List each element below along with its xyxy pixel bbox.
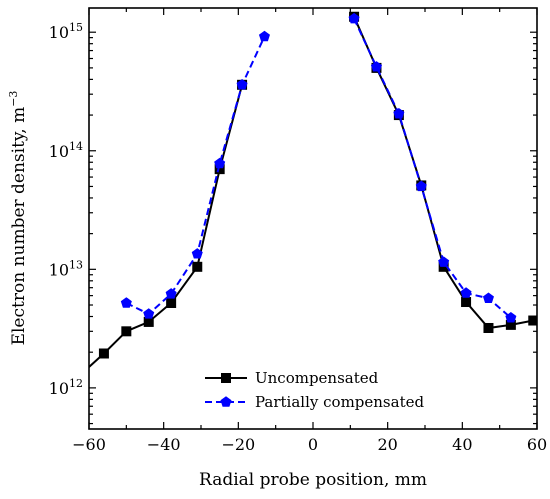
data-point-square <box>166 297 177 308</box>
data-point-pentagon <box>482 292 494 303</box>
axis-ticks <box>88 8 538 429</box>
series-layer <box>89 11 537 368</box>
x-tick-label: 60 <box>527 435 547 454</box>
series-uncompensated <box>89 11 537 368</box>
x-tick-label: −60 <box>72 435 106 454</box>
data-point-square <box>192 261 203 272</box>
legend-label: Partially compensated <box>255 393 424 411</box>
series-line <box>89 84 244 368</box>
x-tick-label: 20 <box>377 435 397 454</box>
data-point-square <box>528 315 537 326</box>
x-tick-label: −40 <box>147 435 181 454</box>
plot-frame <box>88 7 538 430</box>
data-point-square <box>461 297 472 308</box>
data-point-pentagon <box>393 108 405 119</box>
legend-marker <box>221 373 231 383</box>
y-tick-label: 1014 <box>49 140 83 161</box>
x-axis-label: Radial probe position, mm <box>199 470 427 490</box>
data-point-square <box>483 322 494 333</box>
legend: Uncompensated Partially compensated <box>205 369 424 411</box>
data-point-square <box>505 319 516 330</box>
data-point-pentagon <box>415 180 427 192</box>
x-tick-label: 0 <box>308 435 318 454</box>
data-point-pentagon <box>165 288 177 299</box>
data-point-square <box>143 316 154 327</box>
data-point-pentagon <box>460 287 472 298</box>
x-tick-label: −20 <box>221 435 255 454</box>
y-tick-label: 1013 <box>49 258 83 279</box>
data-point-pentagon <box>191 248 203 259</box>
data-point-pentagon <box>120 297 132 308</box>
series-line <box>353 18 512 319</box>
data-point-pentagon <box>143 308 155 319</box>
data-point-square <box>214 164 225 175</box>
data-point-pentagon <box>258 30 270 42</box>
data-point-pentagon <box>236 79 248 90</box>
data-point-pentagon <box>214 157 226 169</box>
data-point-pentagon <box>370 61 382 72</box>
x-tick-label: 40 <box>452 435 472 454</box>
y-axis-label-exponent: −3 <box>7 91 20 107</box>
series-line <box>125 36 266 316</box>
y-axis-label-main: Electron number density, m <box>9 107 29 346</box>
data-point-pentagon <box>348 12 360 24</box>
data-point-pentagon <box>505 312 517 323</box>
series-line <box>353 16 537 330</box>
legend-marker <box>220 396 232 407</box>
legend-label: Uncompensated <box>255 369 379 387</box>
data-point-square <box>121 326 132 337</box>
y-tick-label: 1012 <box>49 377 83 398</box>
y-tick-labels: 1012 1013 1014 1015 <box>49 21 83 398</box>
y-tick-label: 1015 <box>49 21 83 42</box>
x-tick-labels: −60 −40 −20 0 20 40 60 <box>72 435 547 454</box>
y-axis-label: Electron number density, m−3 <box>7 91 29 346</box>
series-partially-compensated <box>120 12 517 323</box>
data-point-square <box>98 348 109 359</box>
data-point-pentagon <box>438 256 450 267</box>
